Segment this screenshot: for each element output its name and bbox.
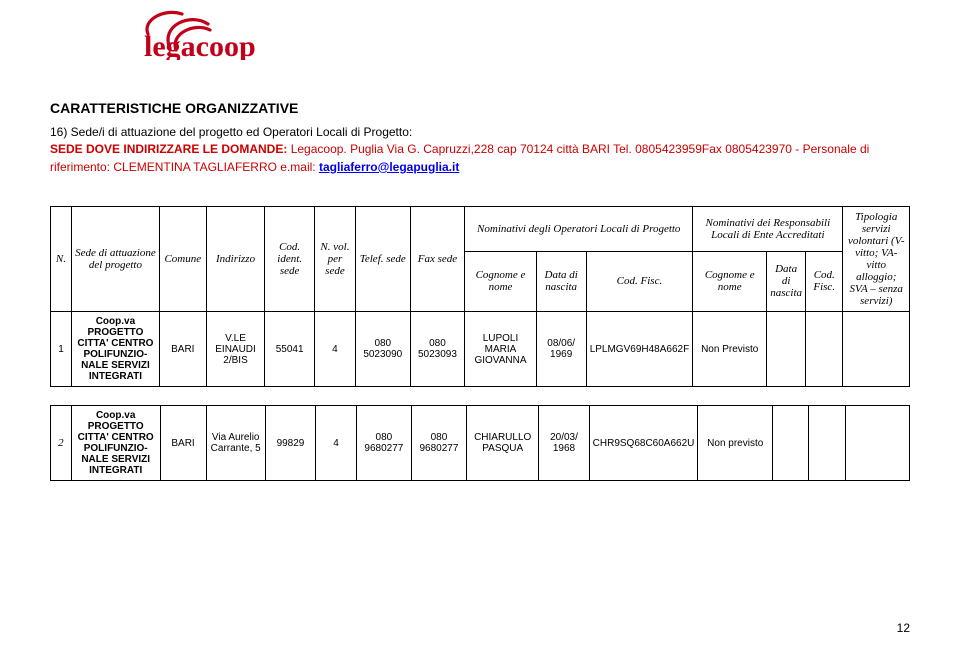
col-nomresp: Nominativi dei Responsabili Locali di En… bbox=[693, 207, 843, 251]
cell: 4 bbox=[316, 406, 357, 481]
col-sede: Sede di attuazione del progetto bbox=[71, 207, 159, 312]
svg-text:legacoop: legacoop bbox=[144, 30, 256, 60]
cell: 20/03/ 1968 bbox=[539, 406, 589, 481]
cell: 4 bbox=[314, 312, 355, 387]
data-table-2: 2 Coop.va PROGETTO CITTA' CENTRO POLIFUN… bbox=[50, 405, 910, 481]
col-nomop: Nominativi degli Operatori Locali di Pro… bbox=[465, 207, 693, 251]
cell bbox=[809, 406, 845, 481]
cell: 2 bbox=[51, 406, 72, 481]
cell bbox=[806, 312, 843, 387]
cell: BARI bbox=[160, 406, 206, 481]
col-n: N. bbox=[51, 207, 72, 312]
col-comune: Comune bbox=[159, 207, 206, 312]
cell: LPLMGV69H48A662F bbox=[586, 312, 693, 387]
cell: LUPOLI MARIA GIOVANNA bbox=[465, 312, 536, 387]
col-codfisc: Cod. Fisc. bbox=[586, 251, 693, 312]
col-datan2: Data di nascita bbox=[767, 251, 806, 312]
intro-block: 16) Sede/i di attuazione del progetto ed… bbox=[50, 124, 910, 176]
col-codid: Cod. ident. sede bbox=[265, 207, 315, 312]
cell bbox=[843, 312, 910, 387]
cell: Coop.va PROGETTO CITTA' CENTRO POLIFUNZI… bbox=[71, 406, 160, 481]
cell: Non Previsto bbox=[693, 312, 767, 387]
section-heading: CARATTERISTICHE ORGANIZZATIVE bbox=[50, 100, 910, 116]
data-table-1: N. Sede di attuazione del progetto Comun… bbox=[50, 206, 910, 387]
cell bbox=[773, 406, 809, 481]
cell: CHR9SQ68C60A662U bbox=[589, 406, 698, 481]
col-datan: Data di nascita bbox=[536, 251, 586, 312]
cell: CHIARULLO PASQUA bbox=[467, 406, 539, 481]
col-codfisc2: Cod. Fisc. bbox=[806, 251, 843, 312]
cell bbox=[845, 406, 909, 481]
col-tel: Telef. sede bbox=[355, 207, 410, 312]
col-cognome2: Cognome e nome bbox=[693, 251, 767, 312]
cell bbox=[767, 312, 806, 387]
cell: 99829 bbox=[265, 406, 315, 481]
intro-line1: 16) Sede/i di attuazione del progetto ed… bbox=[50, 125, 412, 139]
cell: 55041 bbox=[265, 312, 315, 387]
col-indir: Indirizzo bbox=[206, 207, 265, 312]
intro-email-link[interactable]: tagliaferro@legapuglia.it bbox=[319, 160, 459, 174]
cell: 1 bbox=[51, 312, 72, 387]
table-row: 2 Coop.va PROGETTO CITTA' CENTRO POLIFUN… bbox=[51, 406, 910, 481]
cell: BARI bbox=[159, 312, 206, 387]
col-tipologia: Tipologia servizi volontari (V- vitto; V… bbox=[843, 207, 910, 312]
col-cognome: Cognome e nome bbox=[465, 251, 536, 312]
cell: Non previsto bbox=[698, 406, 773, 481]
cell: 08/06/ 1969 bbox=[536, 312, 586, 387]
cell: Coop.va PROGETTO CITTA' CENTRO POLIFUNZI… bbox=[71, 312, 159, 387]
cell: 080 9680277 bbox=[356, 406, 411, 481]
cell: V.LE EINAUDI 2/BIS bbox=[206, 312, 265, 387]
cell: 080 5023090 bbox=[355, 312, 410, 387]
col-fax: Fax sede bbox=[410, 207, 465, 312]
table-row: 1 Coop.va PROGETTO CITTA' CENTRO POLIFUN… bbox=[51, 312, 910, 387]
intro-label: SEDE DOVE INDIRIZZARE LE DOMANDE: bbox=[50, 142, 287, 156]
page-number: 12 bbox=[897, 621, 910, 635]
cell: 080 5023093 bbox=[410, 312, 465, 387]
cell: Via Aurelio Carrante, 5 bbox=[206, 406, 265, 481]
col-nvol: N. vol. per sede bbox=[314, 207, 355, 312]
brand-logo: legacoop bbox=[140, 6, 310, 60]
cell: 080 9680277 bbox=[411, 406, 466, 481]
